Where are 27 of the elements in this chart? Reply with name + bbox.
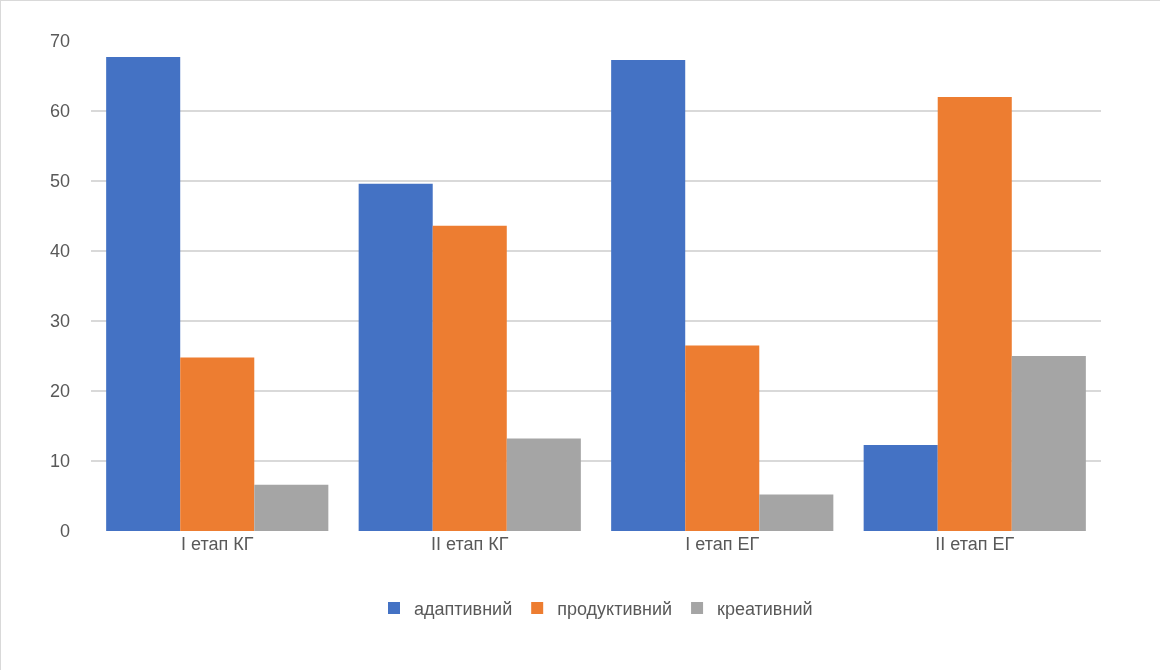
y-tick-label: 50: [49, 171, 70, 192]
bar: [106, 57, 181, 531]
y-tick-label: 0: [59, 521, 70, 542]
x-tick-label: II етап КГ: [431, 534, 509, 554]
bar: [937, 97, 1012, 531]
bar: [863, 444, 938, 531]
bar: [180, 357, 255, 531]
y-tick-label: 10: [49, 451, 70, 472]
y-tick-label: 20: [49, 381, 70, 402]
bar: [759, 494, 834, 531]
bar: [611, 59, 686, 531]
bar: [432, 225, 507, 531]
x-tick-label: II етап ЕГ: [935, 534, 1015, 554]
bar: [685, 345, 760, 531]
legend-label: продуктивний: [557, 599, 673, 620]
bar: [254, 484, 329, 531]
y-tick-label: 30: [49, 311, 70, 332]
x-tick-label: I етап ЕГ: [685, 534, 760, 554]
x-tick-label: I етап КГ: [181, 534, 254, 554]
y-tick-label: 70: [49, 31, 70, 52]
legend-label: адаптивний: [414, 599, 513, 620]
legend-label: креативний: [717, 599, 813, 620]
y-tick-label: 40: [49, 241, 70, 262]
y-tick-label: 60: [49, 101, 70, 122]
bar: [358, 183, 433, 531]
bar: [506, 438, 581, 531]
bar: [1011, 356, 1086, 531]
